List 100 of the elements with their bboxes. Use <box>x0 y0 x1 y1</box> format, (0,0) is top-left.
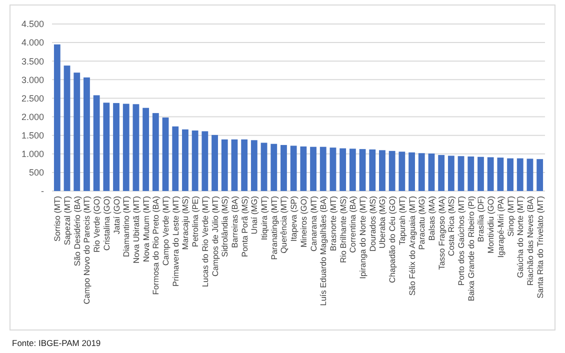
x-tick-label: Barreiras (BA) <box>230 196 240 248</box>
x-tick-label: Ipiranga do Norte (MT) <box>358 196 368 279</box>
x-tick-label: Dourados (MS) <box>368 196 378 252</box>
bar <box>478 156 484 191</box>
x-tick-label: Campo Novo do Parecis (MT) <box>82 196 92 304</box>
x-tick-label: Balsas (MA) <box>427 196 436 241</box>
x-tick-label: Cristalina (GO) <box>102 196 112 251</box>
bar <box>458 156 464 191</box>
x-tick-label: Lucas do Rio Verde (MT) <box>200 196 210 288</box>
bar <box>122 104 130 191</box>
x-tick-label: Maracaju (MS) <box>181 196 190 250</box>
x-tick-label: Ponta Porã (MS) <box>240 196 250 257</box>
x-tick-label: Itiquira (MT) <box>260 196 270 240</box>
bar <box>142 108 150 191</box>
bar <box>192 130 198 191</box>
bar <box>349 148 356 191</box>
y-tick-label: - <box>41 186 44 196</box>
x-tick-label: Porto dos Gaúchos (MT) <box>457 196 466 286</box>
bar <box>330 148 336 191</box>
x-tick-label: Correntina (BA) <box>348 196 358 253</box>
y-tick-label: 3.500 <box>21 56 44 66</box>
bar <box>280 144 287 191</box>
bar <box>182 129 188 191</box>
y-tick-label: 4.500 <box>21 19 44 30</box>
x-tick-label: Igarapé-Miri (PA) <box>496 196 506 258</box>
bar <box>290 146 297 191</box>
bar <box>536 159 544 191</box>
x-tick-label: Paranatinga (MT) <box>270 196 279 260</box>
bar <box>516 158 524 191</box>
bar <box>64 66 70 191</box>
x-tick-label: São Félix do Araguaia (MT) <box>408 196 417 296</box>
y-tick-label: 1.500 <box>21 130 44 140</box>
bar <box>74 72 80 191</box>
x-tick-label: Unaí (MG) <box>250 196 260 234</box>
bar <box>340 148 346 191</box>
x-tick-label: São Desidério (BA) <box>72 196 82 266</box>
x-tick-label: Nova Mutum (MT) <box>142 196 151 262</box>
x-tick-label: Gaúcha do Norte (MT) <box>516 196 526 278</box>
y-tick-label: 2.000 <box>21 112 44 122</box>
bar <box>379 150 386 191</box>
bar <box>103 102 110 191</box>
bar <box>497 158 504 191</box>
x-tick-label: Itapeva (SP) <box>290 196 299 242</box>
x-tick-label: Canarana (MT) <box>309 196 318 252</box>
y-tick-label: 4.000 <box>21 38 44 48</box>
bar <box>250 140 258 191</box>
bar <box>418 153 425 191</box>
bar <box>54 44 60 191</box>
y-tick-label: 1.000 <box>21 149 44 160</box>
bar <box>310 146 316 191</box>
x-tick-label: Nova Ubiratã (MT) <box>132 196 141 264</box>
x-tick-label: Sidrolândia (MS) <box>220 196 230 257</box>
x-tick-label: Sinop (MT) <box>506 196 516 236</box>
x-tick-label: Brasnorte (MT) <box>328 196 338 252</box>
x-tick-label: Baixa Grande do Ribeiro (PI) <box>466 196 476 302</box>
bar <box>113 103 120 191</box>
bar <box>132 104 140 191</box>
bar <box>448 156 454 191</box>
x-tick-label: Uberaba (MG) <box>378 196 388 248</box>
x-tick-label: Diamantino (MT) <box>122 196 132 257</box>
x-tick-label: Tapurah (MT) <box>398 196 407 246</box>
x-tick-label: Campos de Júlio (MT) <box>210 196 220 277</box>
x-tick-label: Sapezal (MT) <box>63 196 72 246</box>
x-tick-label: Chapadão do Céu (GO) <box>388 196 398 283</box>
bar <box>408 152 415 191</box>
bar <box>388 150 396 191</box>
y-tick-label: 2.500 <box>21 93 44 104</box>
x-tick-label: Tasso Fragoso (MA) <box>437 196 446 270</box>
bar <box>300 146 307 191</box>
x-tick-label: Costa Rica (MS) <box>447 196 456 256</box>
x-tick-label: Sorriso (MT) <box>53 196 62 242</box>
bar <box>369 149 376 191</box>
x-tick-label: Montividiu (GO) <box>486 196 496 254</box>
bar <box>212 134 218 191</box>
x-tick-label: Primavera do Leste (MT) <box>171 196 180 287</box>
x-tick-label: Jataí (GO) <box>112 196 122 234</box>
x-tick-label: Formosa do Rio Preto (BA) <box>152 196 161 295</box>
bar <box>320 146 326 191</box>
bar <box>231 139 238 191</box>
bar <box>260 142 268 191</box>
y-tick-label: 3.000 <box>21 74 44 85</box>
x-tick-label: Rio Verde (GO) <box>92 196 102 252</box>
bar <box>270 144 278 191</box>
x-tick-label: Paracatu (MG) <box>418 196 427 250</box>
bar <box>84 77 90 191</box>
x-tick-label: Luís Eduardo Magalhães (BA) <box>319 196 328 306</box>
bar <box>487 157 494 191</box>
x-tick-label: Brasília (DF) <box>476 196 486 242</box>
x-tick-label: Petrolina (PE) <box>191 196 200 247</box>
x-tick-label: Santa Rita do Trivelato (MT) <box>536 196 545 298</box>
bar <box>162 118 169 191</box>
source-note: Fonte: IBGE-PAM 2019 <box>12 338 101 348</box>
x-tick-label: Mineiros (GO) <box>299 196 308 248</box>
x-tick-label: Rio Brilhante (MS) <box>338 196 348 263</box>
bar <box>526 158 534 191</box>
bar <box>152 113 159 191</box>
bar <box>172 126 179 191</box>
bar <box>93 95 100 191</box>
bar <box>507 158 514 191</box>
bar <box>241 139 248 191</box>
